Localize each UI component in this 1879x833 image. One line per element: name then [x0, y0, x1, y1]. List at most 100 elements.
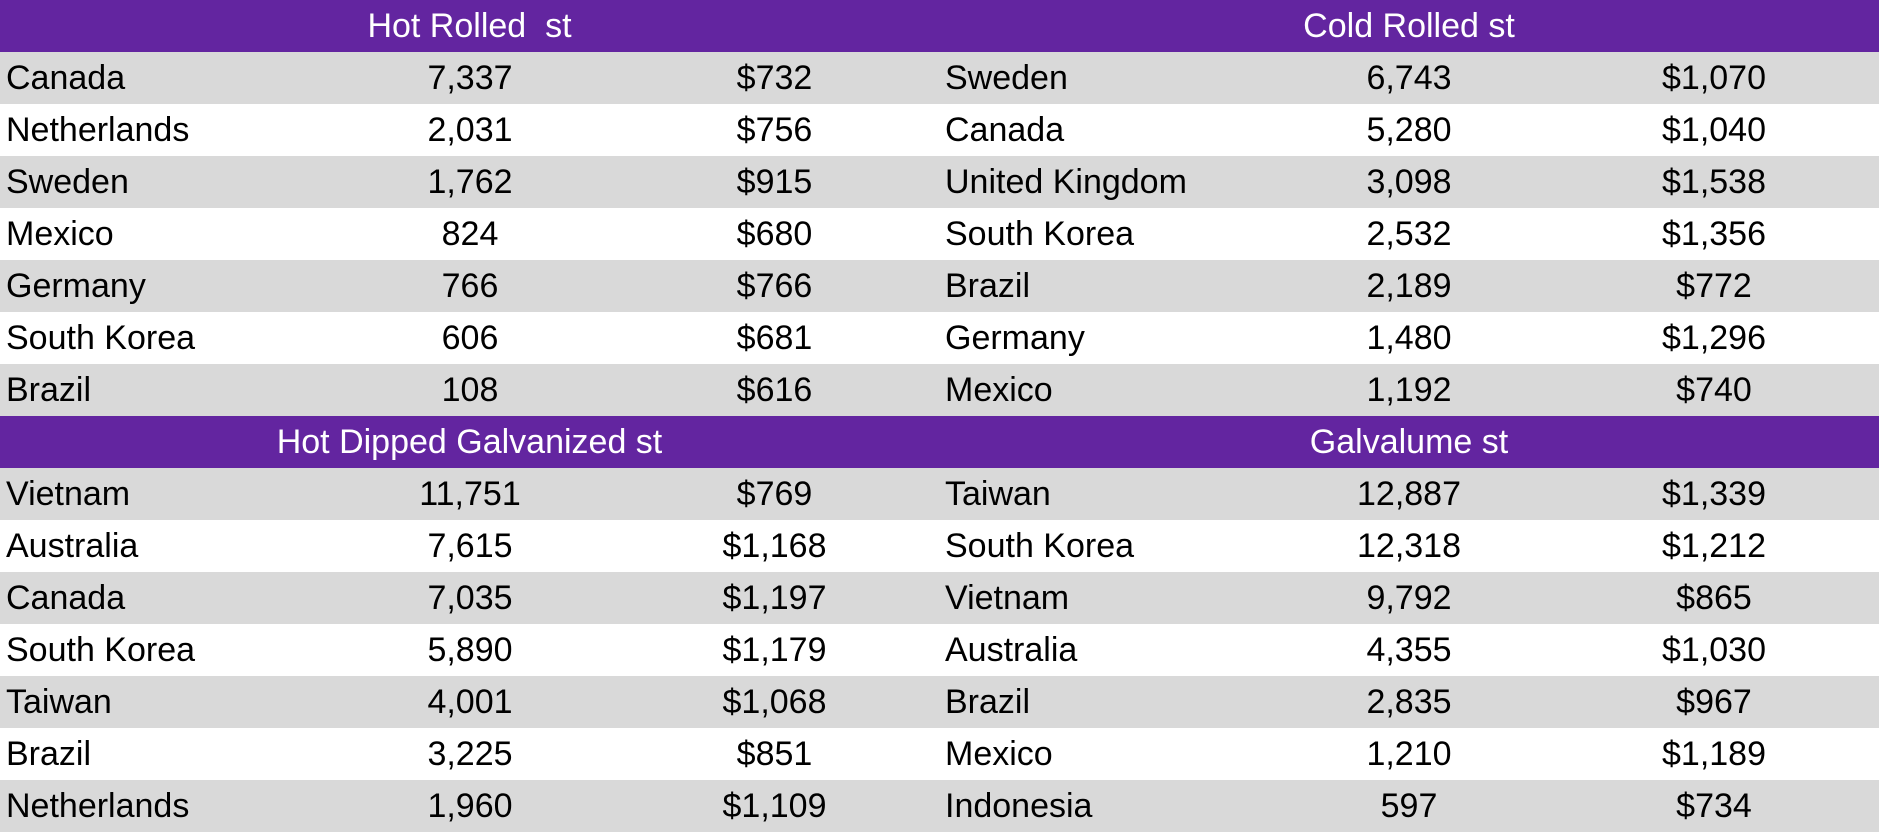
- right-country-cell: Canada: [945, 111, 1065, 149]
- left-country-cell: Vietnam: [6, 475, 131, 513]
- right-tonnage-cell: 1,210: [1366, 735, 1452, 773]
- table-row: Brazil 108 $616 Mexico 1,192 $740: [0, 364, 1879, 416]
- table-row: Taiwan 4,001 $1,068 Brazil 2,835 $967: [0, 676, 1879, 728]
- left-tonnage-cell: 7,337: [427, 59, 513, 97]
- right-country-cell: Vietnam: [945, 579, 1070, 617]
- right-country-cell: South Korea: [945, 527, 1135, 565]
- right-country-cell: Brazil: [945, 267, 1031, 305]
- right-country-cell: South Korea: [945, 215, 1135, 253]
- table-row: Brazil 3,225 $851 Mexico 1,210 $1,189: [0, 728, 1879, 780]
- section-title-galvalume-st: Galvalume st: [1309, 423, 1509, 461]
- left-price-cell: $681: [736, 319, 813, 357]
- right-country-cell: Mexico: [945, 735, 1053, 773]
- left-tonnage-cell: 5,890: [427, 631, 513, 669]
- left-country-cell: Sweden: [6, 163, 129, 201]
- left-tonnage-cell: 2,031: [427, 111, 513, 149]
- right-price-cell: $865: [1676, 579, 1752, 617]
- left-country-cell: Australia: [6, 527, 139, 565]
- right-price-cell: $1,070: [1662, 59, 1766, 97]
- section-header-row: Hot Rolled st Cold Rolled st: [0, 0, 1879, 52]
- right-tonnage-cell: 597: [1380, 787, 1438, 825]
- table-row: Mexico 824 $680 South Korea 2,532 $1,356: [0, 208, 1879, 260]
- left-country-cell: South Korea: [6, 319, 196, 357]
- right-price-cell: $1,040: [1662, 111, 1766, 149]
- left-tonnage-cell: 1,762: [427, 163, 513, 201]
- left-country-cell: Canada: [6, 59, 126, 97]
- left-country-cell: South Korea: [6, 631, 196, 669]
- table-row: Netherlands 1,960 $1,109 Indonesia 597 $734: [0, 780, 1879, 832]
- table-row: Netherlands 2,031 $756 Canada 5,280 $1,040: [0, 104, 1879, 156]
- right-tonnage-cell: 2,835: [1366, 683, 1452, 721]
- left-price-cell: $616: [736, 371, 813, 409]
- left-tonnage-cell: 7,035: [427, 579, 513, 617]
- right-country-cell: Taiwan: [945, 475, 1051, 513]
- table-row: South Korea 5,890 $1,179 Australia 4,355 $1,0…: [0, 624, 1879, 676]
- section-title-hot-rolled-st: Hot Rolled st: [367, 7, 572, 45]
- right-tonnage-cell: 1,192: [1366, 371, 1452, 409]
- left-tonnage-cell: 606: [441, 319, 499, 357]
- right-tonnage-cell: 9,792: [1366, 579, 1452, 617]
- section-title-hot-dipped-galvanized-st: Hot Dipped Galvanized st: [276, 423, 663, 461]
- left-tonnage-cell: 3,225: [427, 735, 513, 773]
- left-country-cell: Brazil: [6, 735, 92, 773]
- left-price-cell: $1,197: [722, 579, 827, 617]
- left-tonnage-cell: 11,751: [419, 475, 521, 513]
- right-price-cell: $1,030: [1662, 631, 1766, 669]
- right-country-cell: Sweden: [945, 59, 1068, 97]
- left-country-cell: Brazil: [6, 371, 92, 409]
- table-row: Sweden 1,762 $915 United Kingdom 3,098 $1,538: [0, 156, 1879, 208]
- table-row: Australia 7,615 $1,168 South Korea 12,318 $1,…: [0, 520, 1879, 572]
- right-price-cell: $734: [1676, 787, 1752, 825]
- right-tonnage-cell: 12,887: [1357, 475, 1461, 513]
- right-country-cell: Australia: [945, 631, 1078, 669]
- left-price-cell: $732: [736, 59, 813, 97]
- right-country-cell: Brazil: [945, 683, 1031, 721]
- table-row: Canada 7,035 $1,197 Vietnam 9,792 $865: [0, 572, 1879, 624]
- section-title-cold-rolled-st: Cold Rolled st: [1303, 7, 1515, 45]
- right-price-cell: $967: [1676, 683, 1752, 721]
- right-price-cell: $1,339: [1662, 475, 1766, 513]
- left-price-cell: $680: [736, 215, 813, 253]
- left-price-cell: $1,168: [722, 527, 827, 565]
- left-tonnage-cell: 1,960: [427, 787, 513, 825]
- left-country-cell: Netherlands: [6, 787, 190, 825]
- right-price-cell: $1,356: [1662, 215, 1766, 253]
- right-price-cell: $1,538: [1662, 163, 1766, 201]
- left-price-cell: $851: [736, 735, 813, 773]
- table-row: Vietnam 11,751 $769 Taiwan 12,887 $1,339: [0, 468, 1879, 520]
- left-tonnage-cell: 824: [441, 215, 499, 253]
- table-row: Canada 7,337 $732 Sweden 6,743 $1,070: [0, 52, 1879, 104]
- right-country-cell: United Kingdom: [945, 163, 1187, 201]
- right-tonnage-cell: 6,743: [1366, 59, 1452, 97]
- right-country-cell: Germany: [945, 319, 1085, 357]
- left-country-cell: Germany: [6, 267, 146, 305]
- right-price-cell: $740: [1676, 371, 1752, 409]
- right-country-cell: Indonesia: [945, 787, 1093, 825]
- right-tonnage-cell: 1,480: [1366, 319, 1452, 357]
- right-tonnage-cell: 5,280: [1366, 111, 1452, 149]
- table-row: Germany 766 $766 Brazil 2,189 $772: [0, 260, 1879, 312]
- left-tonnage-cell: 766: [441, 267, 499, 305]
- left-price-cell: $766: [736, 267, 813, 305]
- left-price-cell: $1,109: [722, 787, 827, 825]
- left-price-cell: $769: [736, 475, 813, 513]
- right-country-cell: Mexico: [945, 371, 1053, 409]
- section-header-row: Hot Dipped Galvanized st Galvalume st: [0, 416, 1879, 468]
- right-tonnage-cell: 2,532: [1366, 215, 1452, 253]
- left-country-cell: Taiwan: [6, 683, 112, 721]
- left-country-cell: Netherlands: [6, 111, 190, 149]
- right-tonnage-cell: 3,098: [1366, 163, 1452, 201]
- left-tonnage-cell: 4,001: [427, 683, 513, 721]
- right-tonnage-cell: 12,318: [1357, 527, 1461, 565]
- right-price-cell: $1,296: [1662, 319, 1766, 357]
- left-country-cell: Canada: [6, 579, 126, 617]
- right-price-cell: $1,212: [1662, 527, 1766, 565]
- left-tonnage-cell: 108: [441, 371, 499, 409]
- right-tonnage-cell: 2,189: [1366, 267, 1452, 305]
- left-price-cell: $915: [736, 163, 813, 201]
- left-tonnage-cell: 7,615: [427, 527, 513, 565]
- left-price-cell: $1,068: [722, 683, 827, 721]
- left-price-cell: $756: [736, 111, 813, 149]
- right-tonnage-cell: 4,355: [1366, 631, 1452, 669]
- right-price-cell: $1,189: [1662, 735, 1766, 773]
